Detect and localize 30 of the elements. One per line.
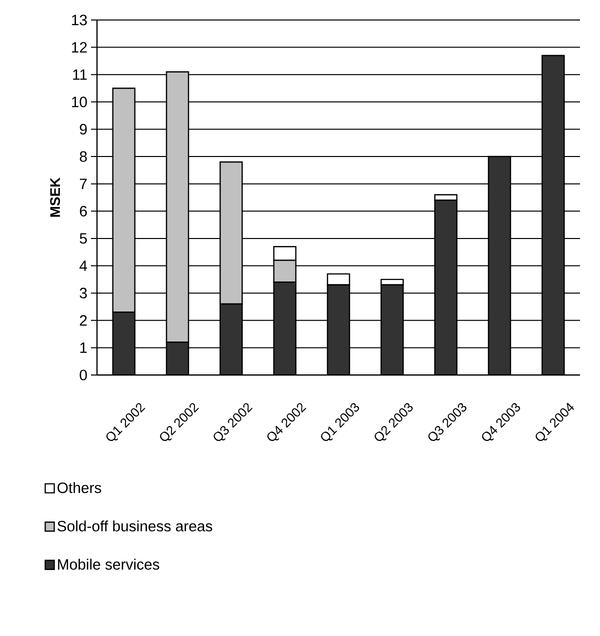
y-tick-label: 3 [80,288,87,298]
y-tick-label: 13 [72,14,87,26]
bar [274,282,296,375]
y-tick-label: 8 [80,151,87,162]
bar [541,54,565,375]
y-tick-label: 1 [80,342,87,353]
y-tick-label: 12 [72,42,87,53]
y-tick-label: 6 [80,206,87,216]
legend-label: Sold-off business areas [57,520,212,532]
bar [434,200,457,375]
bar [166,71,189,343]
y-tick-label: 4 [79,260,87,271]
legend-label: Mobile services [58,558,160,570]
y-tick-label: 11 [73,69,87,80]
bar [326,273,350,286]
bar [381,284,404,375]
bar [488,156,510,375]
y-tick-label: 0 [80,370,87,380]
y-tick-label: 2 [80,315,87,326]
y-tick-label: 5 [80,233,87,244]
bar [112,312,135,375]
bar [219,161,243,305]
y-axis-title: MSEK [50,177,60,217]
y-tick-label: 9 [80,124,87,135]
bar [327,284,350,375]
legend-label: Others [57,482,102,494]
bar [220,304,242,375]
bar [166,342,188,375]
y-tick-label: 10 [72,96,87,108]
y-tick-label: 7 [80,178,87,189]
